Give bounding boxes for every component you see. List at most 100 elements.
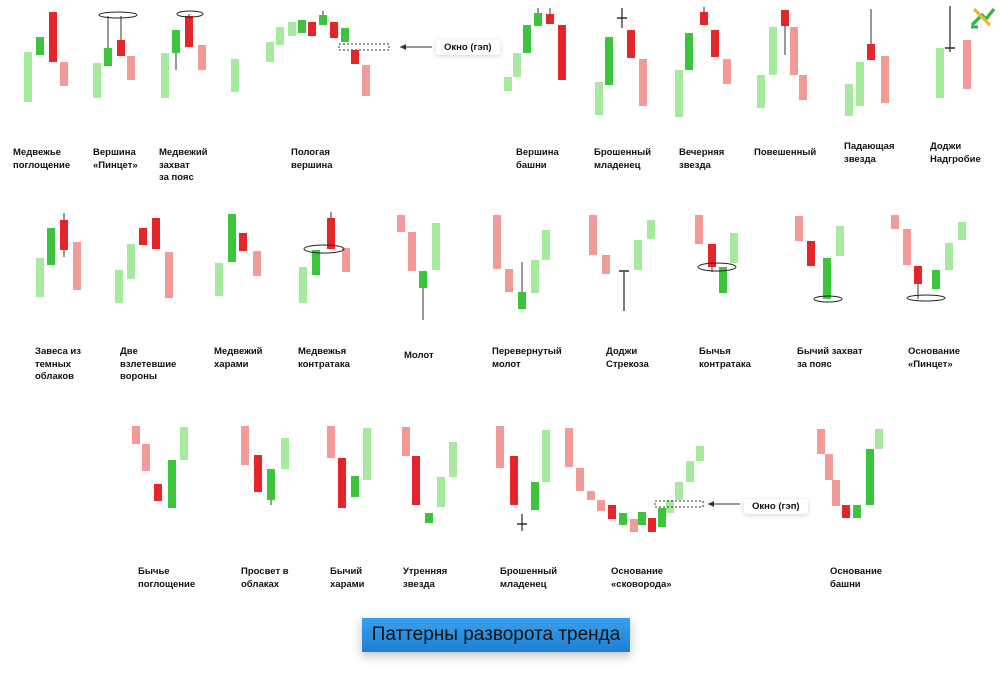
tower-bottom-candle-6 [866,449,874,505]
evening-star-candle-2 [685,33,693,70]
label-bearish-counterattack: Медвежья контратака [298,346,350,370]
tweezer-bottom-candle-2 [903,229,911,265]
bearish-counterattack-marker [303,244,345,254]
label-bearish-engulfing: Медвежье поглощение [13,147,71,171]
bearish-engulfing-candle-4 [60,62,68,86]
piercing-line-candle-4 [281,438,289,469]
frying-pan-bottom-candle-5 [608,505,616,519]
gravestone-doji-candle-2 [963,40,971,89]
label-tower-top: Вершина башни [516,147,559,171]
label-tweezer-bottom: Основание «Пинцет» [908,346,961,370]
bullish-harami-candle-4 [363,428,371,480]
bullish-engulfing-candle-4 [168,460,176,508]
bearish-belt-hold-marker [176,10,204,18]
hanging-man-candle-1 [757,75,765,108]
frying-pan-bottom-candle-9 [648,518,656,532]
label-piercing-line: Просвет в облаках [241,566,289,590]
bullish-belt-hold-candle-2 [807,241,815,266]
frying-pan-bottom-candle-13 [686,461,694,482]
bullish-counterattack-candle-3 [719,267,727,293]
rounded-top-candle-2 [266,42,274,62]
bearish-engulfing-candle-1 [24,52,32,102]
label-bullish-engulfing: Бычье поглощение [138,566,196,590]
bullish-counterattack-marker [697,262,737,272]
frying-pan-bottom-candle-4 [597,500,605,511]
rounded-top-candle-5 [298,20,306,33]
inverted-hammer-candle-5 [542,230,550,260]
bullish-harami-candle-2 [338,458,346,508]
label-bullish-harami: Бычий харами [330,566,365,590]
inverted-hammer-candle-2 [505,269,513,292]
hanging-man-candle-5 [799,75,807,100]
tower-top-candle-4 [534,13,542,26]
gap-label-bottom: Окно (гэп) [744,499,808,514]
inverted-hammer-candle-3 [518,292,526,309]
tower-top-candle-5 [546,14,554,24]
rounded-top-candle-10 [351,50,359,64]
label-bullish-belt-hold: Бычий захват за пояс [797,346,863,370]
hammer-candle-2 [408,232,416,271]
bearish-belt-hold-candle-3 [185,16,193,47]
gap-arrow-top-head [400,44,406,50]
frying-pan-bottom-candle-14 [696,446,704,461]
bullish-counterattack-candle-4 [730,233,738,263]
tweezer-top-candle-1 [93,63,101,98]
tower-bottom-candle-3 [832,480,840,506]
rounded-top-candle-8 [330,22,338,38]
tower-bottom-candle-5 [853,505,861,518]
bullish-belt-hold-candle-3 [823,258,831,299]
gravestone-doji-candle-1 [936,48,944,98]
two-crows-candle-4 [152,218,160,249]
bearish-engulfing-candle-2 [36,37,44,55]
dark-cloud-cover-candle-3 [60,220,68,250]
bullish-harami-candle-1 [327,426,335,458]
tower-top-candle-2 [513,53,521,77]
bullish-engulfing-candle-3 [154,484,162,501]
dragonfly-doji-candle-3 [634,240,642,270]
frying-pan-bottom-candle-11 [666,500,674,513]
bullish-counterattack-candle-1 [695,215,703,244]
two-crows-candle-2 [127,244,135,279]
label-dark-cloud-cover: Завеса из темных облаков [35,346,81,382]
frying-pan-bottom-candle-12 [675,482,683,500]
bearish-counterattack-candle-4 [342,248,350,272]
hammer-candle-3 [419,271,427,288]
tweezer-top-candle-2 [104,48,112,66]
bearish-counterattack-candle-3 [327,218,335,249]
hammer-candle-1 [397,215,405,232]
label-tower-bottom: Основание башни [830,566,883,590]
label-bearish-belt-hold: Медвежий захват за пояс [159,147,208,183]
inverted-hammer-candle-4 [531,260,539,293]
rounded-top-candle-9 [341,28,349,42]
morning-star-candle-5 [449,442,457,477]
bullish-belt-hold-candle-4 [836,226,844,256]
shooting-star-candle-1 [845,84,853,116]
dragonfly-doji-candle-1 [589,215,597,255]
morning-star-candle-1 [402,427,410,456]
piercing-line-candle-3 [267,469,275,500]
rounded-top-candle-3 [276,27,284,45]
rounded-top-candle-7 [319,15,327,25]
rounded-top-candle-1 [231,59,239,92]
label-abandoned-baby-top: Брошенный младенец [594,147,652,171]
dragonfly-doji-candle-4 [647,220,655,239]
gap-label-top: Окно (гэп) [436,40,500,55]
label-dragonfly-doji: Доджи Стрекоза [606,346,649,370]
dark-cloud-cover-candle-4 [73,242,81,290]
bearish-belt-hold-candle-1 [161,53,169,98]
bearish-engulfing-candle-3 [49,12,57,62]
tweezer-bottom-marker [906,294,946,302]
bullish-counterattack-candle-2 [708,244,716,267]
evening-star-candle-4 [711,30,719,57]
tower-bottom-candle-7 [875,429,883,449]
abandoned-baby-bottom-candle-4 [542,430,550,482]
tweezer-top-marker [98,11,138,19]
morning-star-candle-4 [437,477,445,507]
tower-top-candle-1 [504,77,512,91]
rounded-top-candle-11 [362,65,370,96]
gap-marker-bottom [654,500,704,508]
evening-star-candle-1 [675,70,683,117]
tweezer-bottom-candle-3 [914,266,922,284]
label-hammer: Молот [404,350,434,361]
